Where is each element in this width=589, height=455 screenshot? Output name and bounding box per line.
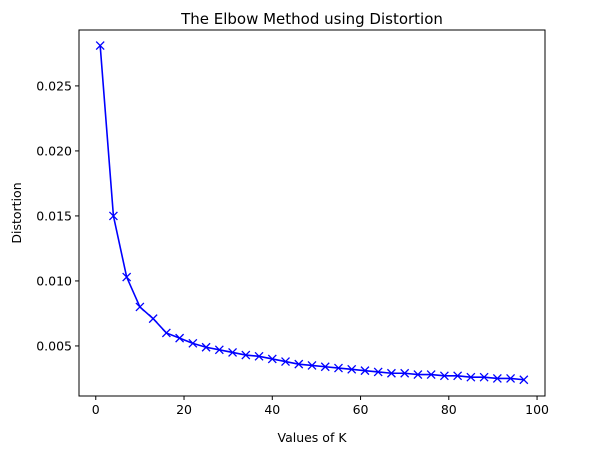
data-point-marker xyxy=(175,333,185,343)
x-tick-label: 80 xyxy=(441,402,457,417)
data-point-marker xyxy=(492,373,502,383)
y-tick-label: 0.020 xyxy=(36,143,72,158)
data-point-marker xyxy=(413,370,423,380)
x-axis-label: Values of K xyxy=(277,430,347,445)
data-point-marker xyxy=(95,41,105,51)
data-point-marker xyxy=(241,350,251,360)
x-tick-label: 40 xyxy=(264,402,280,417)
data-point-marker xyxy=(439,371,449,381)
data-point-marker xyxy=(161,328,171,338)
data-point-marker xyxy=(254,351,264,361)
data-point-marker xyxy=(201,342,211,352)
data-point-marker xyxy=(360,366,370,376)
data-point-marker xyxy=(479,372,489,382)
y-axis-label: Distortion xyxy=(9,182,24,243)
y-axis: 0.005 0.010 0.015 0.020 0.025 xyxy=(36,78,79,353)
data-point-marker xyxy=(466,372,476,382)
x-axis: 0 20 40 60 80 100 xyxy=(92,396,549,417)
data-point-marker xyxy=(148,314,158,324)
y-tick-label: 0.015 xyxy=(36,208,72,223)
x-tick-label: 100 xyxy=(525,402,549,417)
y-tick-label: 0.005 xyxy=(36,338,72,353)
data-point-marker xyxy=(373,367,383,377)
data-point-marker xyxy=(122,272,132,282)
data-point-marker xyxy=(267,354,277,364)
x-tick-label: 20 xyxy=(176,402,192,417)
data-point-marker xyxy=(108,211,118,221)
data-point-marker xyxy=(334,363,343,373)
data-point-marker xyxy=(386,368,396,378)
data-point-marker xyxy=(453,371,463,381)
x-tick-label: 0 xyxy=(92,402,100,417)
y-tick-label: 0.010 xyxy=(36,273,72,288)
y-tick-label: 0.025 xyxy=(36,78,72,93)
distortion-series xyxy=(95,41,529,385)
data-point-marker xyxy=(400,368,410,378)
plot-frame xyxy=(78,29,546,397)
data-point-marker xyxy=(135,302,145,312)
x-tick-label: 60 xyxy=(353,402,369,417)
data-point-marker xyxy=(426,370,436,380)
data-point-marker xyxy=(214,345,224,355)
data-point-marker xyxy=(188,338,198,348)
data-point-marker xyxy=(347,364,357,374)
data-point-marker xyxy=(228,347,238,357)
data-point-marker xyxy=(506,373,516,383)
data-point-marker xyxy=(519,375,529,385)
chart-title: The Elbow Method using Distortion xyxy=(180,10,443,28)
data-point-marker xyxy=(320,362,330,372)
data-point-marker xyxy=(281,357,290,367)
data-point-marker xyxy=(294,359,304,369)
data-point-marker xyxy=(307,360,317,370)
